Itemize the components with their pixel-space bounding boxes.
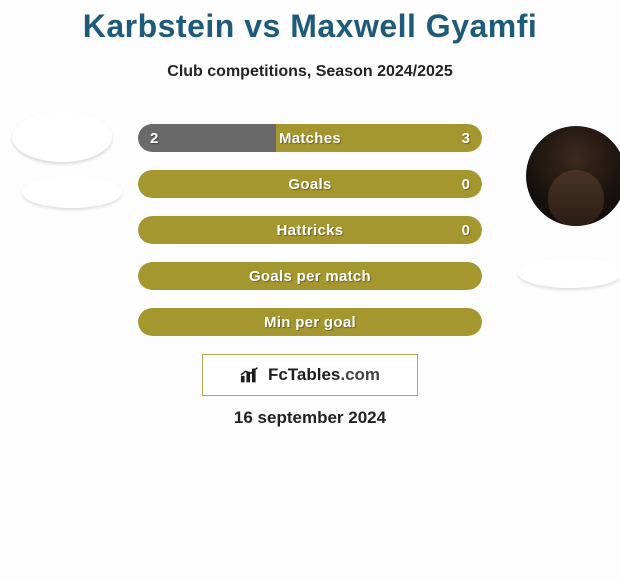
bar-label: Matches: [138, 124, 482, 152]
bar-label: Hattricks: [138, 216, 482, 244]
bar-label: Goals per match: [138, 262, 482, 290]
player-left-avatar: [12, 112, 112, 162]
stat-bar: Matches2 3: [138, 124, 482, 152]
branding-box: FcTables.com: [202, 354, 418, 396]
player-left-oval: [22, 176, 122, 208]
branding-text: FcTables.com: [268, 365, 380, 385]
stats-bars: Matches23Goals0Hattricks0Goals per match…: [138, 124, 482, 354]
page-subtitle: Club competitions, Season 2024/2025: [0, 63, 620, 81]
stat-bar: Goals per match: [138, 262, 482, 290]
bar-value-right: 0: [462, 216, 470, 244]
bar-label: Goals: [138, 170, 482, 198]
page-title: Karbstein vs Maxwell Gyamfi: [0, 0, 620, 45]
stat-bar: Hattricks0: [138, 216, 482, 244]
bar-value-right: 0: [462, 170, 470, 198]
stat-bar: Min per goal: [138, 308, 482, 336]
date-text: 16 september 2024: [0, 408, 620, 428]
bar-value-left: 2: [150, 124, 158, 152]
bar-value-right: 3: [462, 124, 470, 152]
player-right-avatar: [526, 126, 620, 226]
bar-label: Min per goal: [138, 308, 482, 336]
branding-name: FcTables: [268, 365, 340, 384]
branding-domain: .com: [340, 365, 380, 384]
stat-bar: Goals0: [138, 170, 482, 198]
player-right-oval: [518, 258, 620, 288]
bars-icon: [240, 366, 262, 384]
